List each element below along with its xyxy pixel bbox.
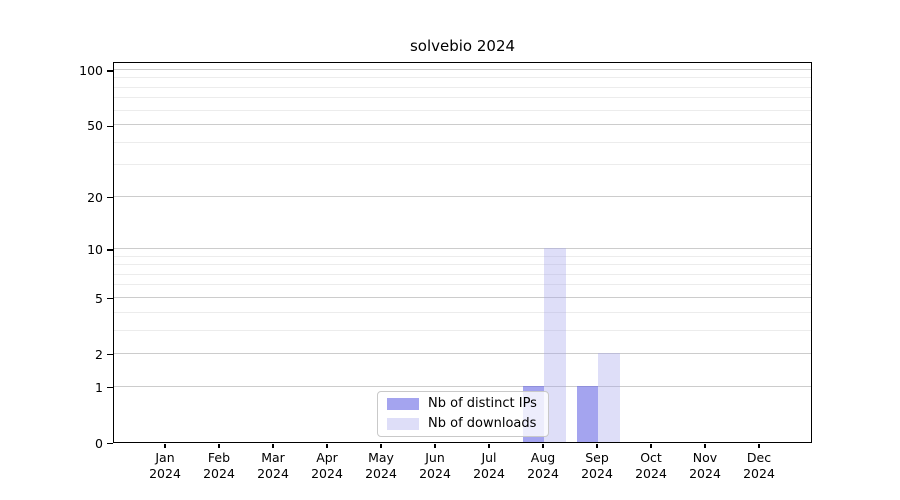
x-tick-label: Jun 2024 (419, 450, 451, 481)
x-tick-label: Sep 2024 (581, 450, 613, 481)
y-tick-label: 50 (87, 118, 103, 134)
gridline-minor (114, 86, 811, 88)
x-tick-label: Jul 2024 (473, 450, 505, 481)
y-tick-mark (107, 442, 113, 445)
x-tick-label: Oct 2024 (635, 450, 667, 481)
gridline-minor (114, 97, 811, 99)
x-tick-label: Nov 2024 (689, 450, 721, 481)
gridline-major (114, 195, 811, 197)
gridline-minor (114, 284, 811, 286)
y-tick-label: 100 (79, 62, 103, 78)
x-tick-mark (272, 443, 274, 448)
x-tick-mark (164, 443, 166, 448)
x-tick-label: Dec 2024 (743, 450, 775, 481)
gridline-major (114, 124, 811, 126)
x-tick-mark (542, 443, 544, 448)
x-tick-mark (704, 443, 706, 448)
legend-swatch-distinct-ips (387, 398, 419, 411)
gridline-minor (114, 311, 811, 313)
x-tick-mark (650, 443, 652, 448)
x-tick-mark (218, 443, 220, 448)
legend-swatch-downloads (387, 417, 419, 430)
y-tick-label: 1 (95, 379, 103, 395)
legend-item: Nb of distinct IPs (387, 395, 539, 413)
legend: Nb of distinct IPs Nb of downloads (377, 391, 549, 437)
legend-item: Nb of downloads (387, 415, 539, 433)
plot-area: Nb of distinct IPs Nb of downloads (113, 62, 812, 443)
bar (576, 386, 598, 442)
y-tick-label: 20 (87, 189, 103, 205)
x-tick-label: May 2024 (365, 450, 397, 481)
x-tick-mark (596, 443, 598, 448)
y-tick-label: 10 (87, 241, 103, 257)
x-tick-mark (380, 443, 382, 448)
x-tick-label: Apr 2024 (311, 450, 343, 481)
x-tick-mark (758, 443, 760, 448)
gridline-minor (114, 273, 811, 275)
bars-layer (114, 63, 811, 442)
legend-label: Nb of distinct IPs (428, 396, 537, 412)
gridline-major (114, 352, 811, 354)
legend-label: Nb of downloads (428, 415, 537, 431)
gridline-minor (114, 255, 811, 257)
gridline-major (114, 69, 811, 70)
grid-layer (114, 63, 811, 442)
gridline-minor (114, 141, 811, 143)
x-tick-label: Mar 2024 (257, 450, 289, 481)
gridline-minor (114, 109, 811, 111)
gridline-major (114, 385, 811, 387)
x-tick-mark (488, 443, 490, 448)
gridline-minor (114, 329, 811, 331)
bar (598, 353, 620, 442)
gridline-major (114, 296, 811, 298)
x-tick-mark (326, 443, 328, 448)
gridline-minor (114, 164, 811, 166)
gridline-minor (114, 77, 811, 79)
x-tick-label: Feb 2024 (203, 450, 235, 481)
gridline-minor (114, 264, 811, 266)
y-tick-label: 5 (95, 290, 103, 306)
x-tick-mark (434, 443, 436, 448)
bar (544, 248, 566, 442)
gridline-major (114, 247, 811, 249)
y-tick-label: 2 (95, 346, 103, 362)
x-tick-label: Jan 2024 (149, 450, 181, 481)
y-tick-label: 0 (95, 435, 103, 451)
x-tick-label: Aug 2024 (527, 450, 559, 481)
chart-title: solvebio 2024 (409, 37, 516, 55)
